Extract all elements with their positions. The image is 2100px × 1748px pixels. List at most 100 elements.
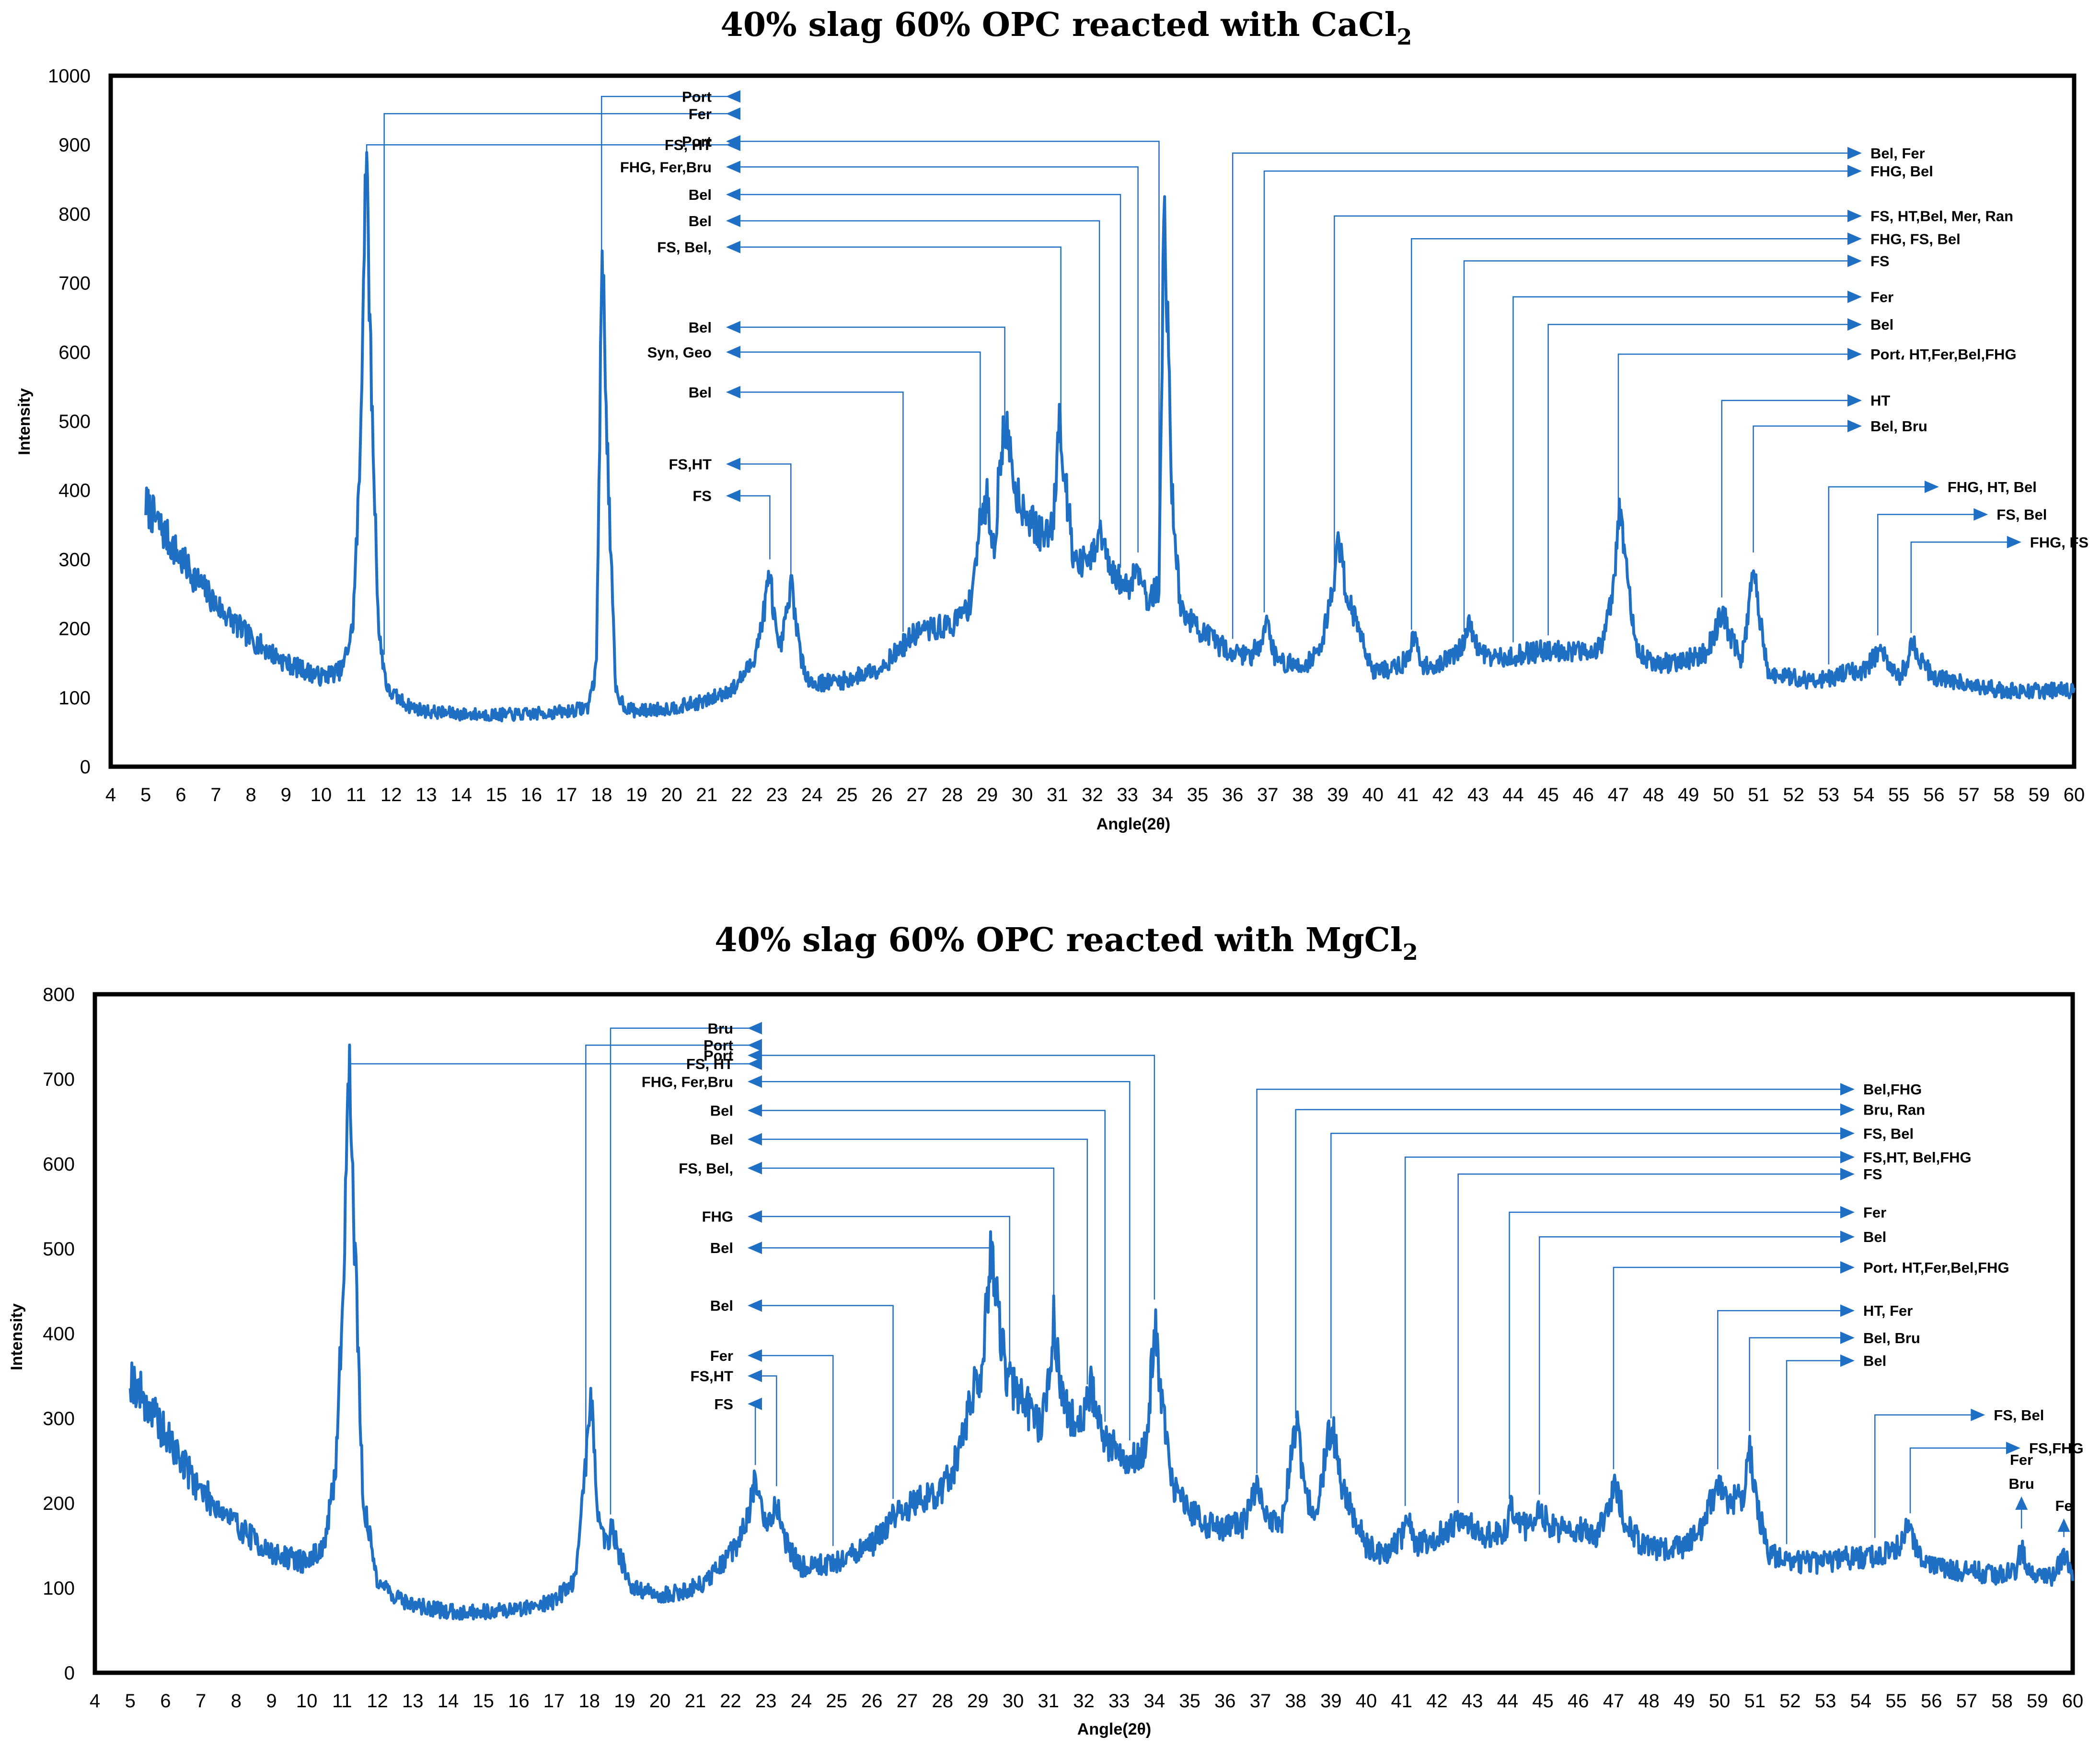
arrow-head [748,1242,762,1254]
leader-line [1613,1266,1841,1470]
leader-line [761,1081,1131,1441]
arrow-head [726,188,740,201]
arrow-head [748,1104,762,1117]
leader-line [761,1055,1155,1300]
x-tick-label: 60 [2064,784,2085,805]
x-tick-label: 40 [1356,1690,1377,1712]
arrow-head [726,321,740,334]
leader-line [1512,296,1848,643]
peak-annotation: Bel [710,1102,1106,1422]
arrow-head [1847,394,1862,407]
peak-annotation: Fer [1509,1204,1886,1499]
annotation-label: FS, HT,Bel, Mer, Ran [1870,208,2013,225]
annotation-label: Fe [2055,1497,2072,1514]
annotation-label: FS, Bel [1994,1407,2044,1424]
peak-annotation: Port [601,88,740,281]
arrow-head [1847,232,1862,245]
peak-annotation: FS, Bel [1874,1407,2044,1538]
annotation-label: Bel [1863,1229,1886,1245]
x-tick-label: 13 [415,784,437,805]
x-tick-label: 30 [1012,784,1033,805]
x-tick-label: 12 [381,784,402,805]
y-tick-label: 400 [43,1323,75,1345]
peak-annotation: Bel [689,384,904,632]
x-tick-label: 48 [1638,1690,1660,1712]
leader-line [1910,541,2008,633]
x-tick-label: 53 [1818,784,1840,805]
x-tick-label: 19 [614,1690,635,1712]
x-tick-label: 37 [1250,1690,1271,1712]
leader-line [1256,1088,1841,1474]
x-tick-label: 50 [1709,1690,1731,1712]
x-tick-label: 57 [1956,1690,1978,1712]
arrow-head [1840,1304,1855,1317]
x-tick-label: 36 [1214,1690,1236,1712]
annotation-label: FS [714,1396,733,1413]
arrow-head [748,1022,762,1035]
y-tick-label: 800 [58,204,91,225]
y-tick-label: 700 [43,1069,75,1090]
peak-annotation: FS,HT [690,1368,777,1486]
arrow-head [726,241,740,253]
leader-line [1547,323,1848,636]
arrow-head [1847,318,1862,331]
x-tick-label: 38 [1292,784,1314,805]
x-tick-label: 35 [1179,1690,1200,1712]
leader-line [1509,1211,1841,1499]
leader-line [761,1375,777,1486]
leader-line [739,351,981,511]
arrow-head [748,1133,762,1146]
x-axis: 4 5 6 7 8 9 10 11 12 13 14 15 16 17 18 19 20 21 22 23 24 25 26… [90,1690,2083,1712]
peak-annotation: Bel [710,1298,894,1499]
arrow-head [748,1162,762,1174]
leader-line [1828,486,1926,665]
annotation-label: FS,HT [690,1368,733,1385]
leader-line [1334,215,1848,566]
x-tick-label: 6 [160,1690,171,1712]
peak-annotation: Bel [689,186,1121,568]
x-tick-label: 37 [1257,784,1279,805]
x-tick-label: 4 [105,784,116,805]
annotation-label: FS, Bel [1863,1125,1914,1142]
annotation-label: FHG, FS, Bel [1870,230,1961,247]
x-tick-label: 25 [836,784,858,805]
arrow-head [726,107,740,120]
leader-line [761,1305,894,1499]
x-tick-label: 28 [942,784,963,805]
peak-annotation: FS,FHG [1909,1440,2084,1514]
x-tick-label: 55 [1885,1690,1907,1712]
leader-line [1786,1360,1841,1544]
x-tick-label: 13 [402,1690,424,1712]
x-tick-label: 49 [1673,1690,1695,1712]
x-tick-label: 27 [906,784,928,805]
annotation-label: Bel, Bru [1870,418,1927,435]
peak-annotation: Bel, Fer [1232,145,1925,639]
x-tick-label: 14 [438,1690,459,1712]
annotation-label: Port، HT,Fer,Bel,FHG [1863,1259,2009,1276]
x-tick-label: 24 [791,1690,812,1712]
x-tick-label: 41 [1391,1690,1413,1712]
plot-frame [108,73,2077,769]
annotation-label: FHG, Bel [1870,163,1933,180]
x-tick-label: 41 [1397,784,1419,805]
x-tick-label: 10 [296,1690,318,1712]
x-tick-label: 57 [1958,784,1980,805]
peak-annotation: Bel [689,319,1005,425]
x-tick-label: 39 [1320,1690,1342,1712]
annotation-label: FS [692,488,712,505]
x-tick-label: 35 [1187,784,1209,805]
annotation-label: Bel [1863,1353,1886,1369]
x-tick-label: 52 [1783,784,1804,805]
annotation-label: Bel [710,1298,733,1314]
leader-line [1404,1156,1841,1506]
leader-line [761,1355,834,1546]
chart-title: 40% slag 60% OPC reacted with CaCl2 [721,6,1412,50]
peak-annotation: HT, Fer [1717,1302,1913,1470]
peak-annotation: FS [1463,253,1890,632]
annotation-label: Bel [710,1102,733,1119]
annotation-label: Bru, Ran [1863,1102,1925,1118]
annotation-label: Port [704,1037,733,1054]
peak-annotation: Port [682,133,1160,574]
x-tick-label: 29 [967,1690,989,1712]
